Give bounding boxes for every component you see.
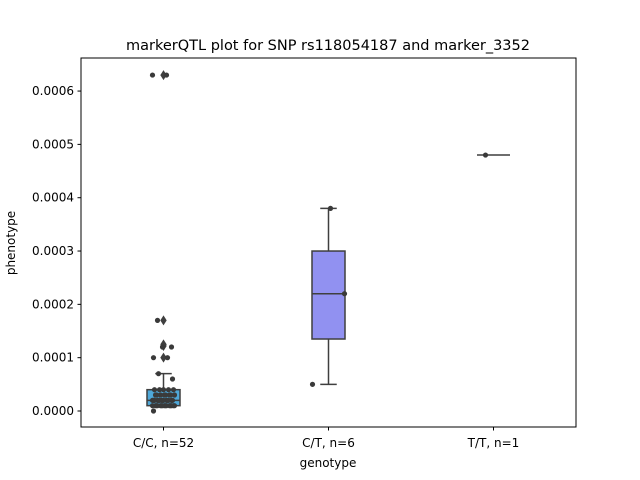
data-point [171, 392, 178, 398]
data-point [169, 376, 176, 382]
data-point [156, 387, 163, 393]
y-tick-label: 0.0005 [32, 137, 74, 151]
data-point [162, 392, 169, 398]
x-tick-label: T/T, n=1 [467, 436, 520, 450]
data-point [155, 371, 162, 377]
outlier-marker [160, 352, 167, 363]
y-tick-label: 0.0000 [32, 404, 74, 418]
data-point [151, 397, 158, 403]
outlier-marker [160, 339, 167, 350]
x-tick-label: C/C, n=52 [133, 436, 194, 450]
data-point [163, 72, 170, 78]
data-point [159, 403, 166, 409]
data-point [163, 403, 170, 409]
box-iqr [311, 250, 346, 340]
axes-frame [80, 57, 577, 428]
data-point [165, 397, 172, 403]
data-point [168, 344, 175, 350]
data-point [482, 152, 489, 158]
data-point [164, 355, 171, 361]
outlier-marker [160, 70, 167, 81]
data-point [150, 408, 157, 414]
data-point [156, 397, 163, 403]
data-point [149, 72, 156, 78]
data-point [168, 403, 175, 409]
data-point [150, 355, 157, 361]
y-tick-label: 0.0001 [32, 351, 74, 365]
data-point [169, 397, 176, 403]
outlier-marker [160, 315, 167, 326]
data-point [160, 397, 167, 403]
box-group [146, 70, 181, 414]
data-point [165, 387, 172, 393]
data-point [151, 387, 158, 393]
y-axis-label: phenotype [4, 211, 18, 275]
data-point [154, 403, 161, 409]
data-point [309, 381, 316, 387]
data-point [167, 392, 174, 398]
box-group [309, 205, 348, 387]
data-point [170, 387, 177, 393]
data-point [149, 403, 156, 409]
plot-area: 0.0000 0.0001 0.0002 0.0003 0.0004 0.0005 0.00… [32, 70, 519, 450]
data-point [154, 317, 161, 323]
data-point [159, 344, 166, 350]
x-tick-label: C/T, n=6 [302, 436, 355, 450]
data-point [341, 291, 348, 297]
data-point [160, 387, 167, 393]
box-group [477, 152, 510, 158]
y-tick-label: 0.0004 [32, 191, 74, 205]
data-point [327, 205, 334, 211]
chart-title: markerQTL plot for SNP rs118054187 and m… [126, 38, 530, 54]
data-point [153, 392, 160, 398]
x-axis-label: genotype [300, 456, 357, 470]
y-tick-label: 0.0003 [32, 244, 74, 258]
y-tick-label: 0.0002 [32, 297, 74, 311]
data-point [157, 392, 164, 398]
y-tick-label: 0.0006 [32, 84, 74, 98]
